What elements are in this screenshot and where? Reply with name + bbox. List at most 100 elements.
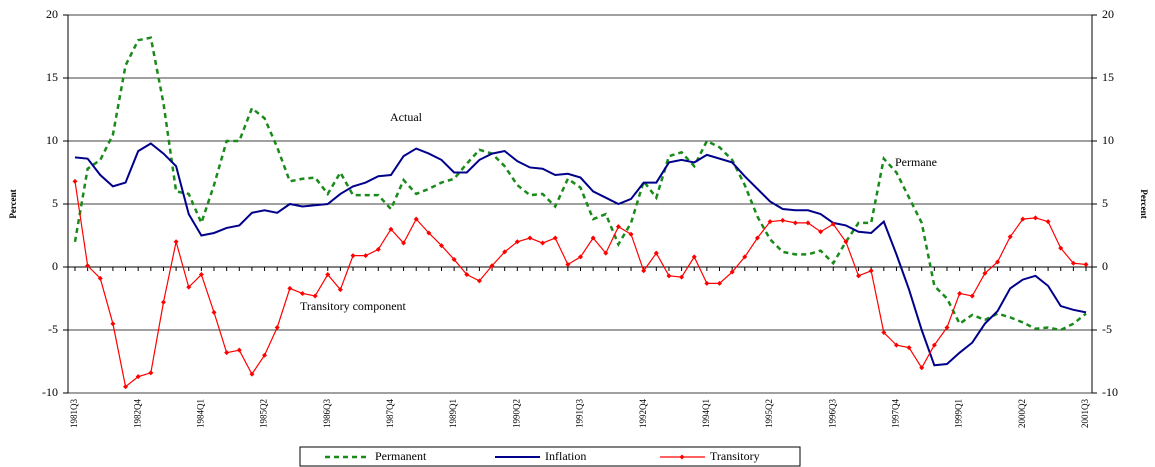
series-marker — [691, 254, 697, 260]
series-marker — [72, 178, 78, 184]
y-tick-label: 15 — [46, 70, 58, 84]
series-marker — [401, 240, 407, 246]
y-tick-label: -10 — [42, 385, 58, 399]
series-marker — [931, 342, 937, 348]
series-marker — [893, 342, 899, 348]
series-marker — [565, 261, 571, 267]
series-marker — [792, 220, 798, 226]
series-marker — [969, 293, 975, 299]
series-marker — [350, 253, 356, 259]
legend-label: Inflation — [545, 449, 586, 463]
series-marker — [704, 280, 710, 286]
series-marker — [818, 229, 824, 235]
series-marker — [224, 350, 230, 356]
series-marker — [1045, 219, 1051, 225]
series-marker — [299, 290, 305, 296]
series-marker — [754, 235, 760, 241]
series-marker — [957, 290, 963, 296]
y2-tick-label: 0 — [1102, 259, 1108, 273]
series-marker — [856, 273, 862, 279]
series-marker — [742, 254, 748, 260]
series-marker — [666, 273, 672, 279]
y2-tick-label: 15 — [1102, 70, 1114, 84]
series-marker — [148, 370, 154, 376]
series-marker — [476, 278, 482, 284]
series-marker — [426, 230, 432, 236]
series-marker — [1083, 261, 1089, 267]
series-marker — [767, 219, 773, 225]
x-tick-label: 1985Q2 — [259, 399, 269, 428]
series-marker — [1020, 216, 1026, 222]
series-marker — [514, 239, 520, 245]
legend-label: Permanent — [375, 449, 427, 463]
series-marker — [780, 217, 786, 223]
y-tick-label: 5 — [52, 196, 58, 210]
series-marker — [211, 309, 217, 315]
x-tick-label: 1982Q4 — [132, 399, 142, 428]
series-marker — [1007, 234, 1013, 240]
y2-tick-label: 5 — [1102, 196, 1108, 210]
series-marker — [982, 270, 988, 276]
y-tick-label: 10 — [46, 133, 58, 147]
y2-tick-label: -5 — [1102, 322, 1112, 336]
series-marker — [552, 235, 558, 241]
series-marker — [451, 256, 457, 262]
annotation: Permane — [895, 155, 937, 169]
series-marker — [160, 299, 166, 305]
x-tick-label: 1990Q2 — [511, 399, 521, 428]
x-tick-label: 1987Q4 — [385, 399, 395, 428]
series-marker — [464, 272, 470, 278]
series-marker — [363, 253, 369, 259]
series-marker — [123, 384, 129, 390]
legend-marker — [679, 454, 685, 460]
legend-label: Transitory — [710, 449, 760, 463]
x-tick-label: 1981Q3 — [69, 399, 79, 428]
series-marker — [97, 275, 103, 281]
y2-tick-label: 20 — [1102, 7, 1114, 21]
series-marker — [653, 250, 659, 256]
series-marker — [919, 365, 925, 371]
series-marker — [375, 246, 381, 252]
series-line — [73, 36, 1087, 332]
series-marker — [881, 330, 887, 336]
series-marker — [249, 371, 255, 377]
series-marker — [944, 324, 950, 330]
y-tick-label: -5 — [48, 322, 58, 336]
series-marker — [805, 220, 811, 226]
y2-tick-label: -10 — [1102, 385, 1118, 399]
x-tick-label: 2001Q3 — [1080, 399, 1090, 428]
series-marker — [325, 272, 331, 278]
x-tick-label: 2000Q2 — [1017, 399, 1027, 428]
series-marker — [274, 324, 280, 330]
series-marker — [830, 221, 836, 227]
legend-box — [299, 446, 801, 467]
x-tick-label: 1992Q4 — [638, 399, 648, 428]
series-line — [74, 142, 1087, 367]
x-tick-label: 1996Q3 — [827, 399, 837, 428]
series-marker — [173, 239, 179, 245]
series-marker — [578, 254, 583, 260]
y-axis-title: Percent — [8, 189, 18, 218]
x-tick-label: 1995Q2 — [764, 399, 774, 428]
series-marker — [995, 259, 1001, 265]
series-marker — [502, 249, 508, 255]
series-marker — [1032, 215, 1038, 221]
series-marker — [236, 347, 242, 353]
series-marker — [1058, 245, 1064, 251]
series-marker — [843, 239, 849, 245]
series-marker — [489, 263, 495, 269]
y-tick-label: 0 — [52, 259, 58, 273]
series-marker — [186, 284, 192, 290]
series-marker — [679, 274, 685, 280]
series-marker — [1070, 260, 1076, 266]
series-marker — [868, 268, 874, 274]
annotation: Actual — [390, 110, 423, 124]
series-marker — [628, 231, 634, 237]
annotation: Transitory component — [300, 299, 407, 313]
series-marker — [388, 226, 394, 232]
series-marker — [312, 293, 318, 299]
series-marker — [413, 216, 419, 222]
x-tick-label: 1984Q1 — [195, 399, 205, 428]
